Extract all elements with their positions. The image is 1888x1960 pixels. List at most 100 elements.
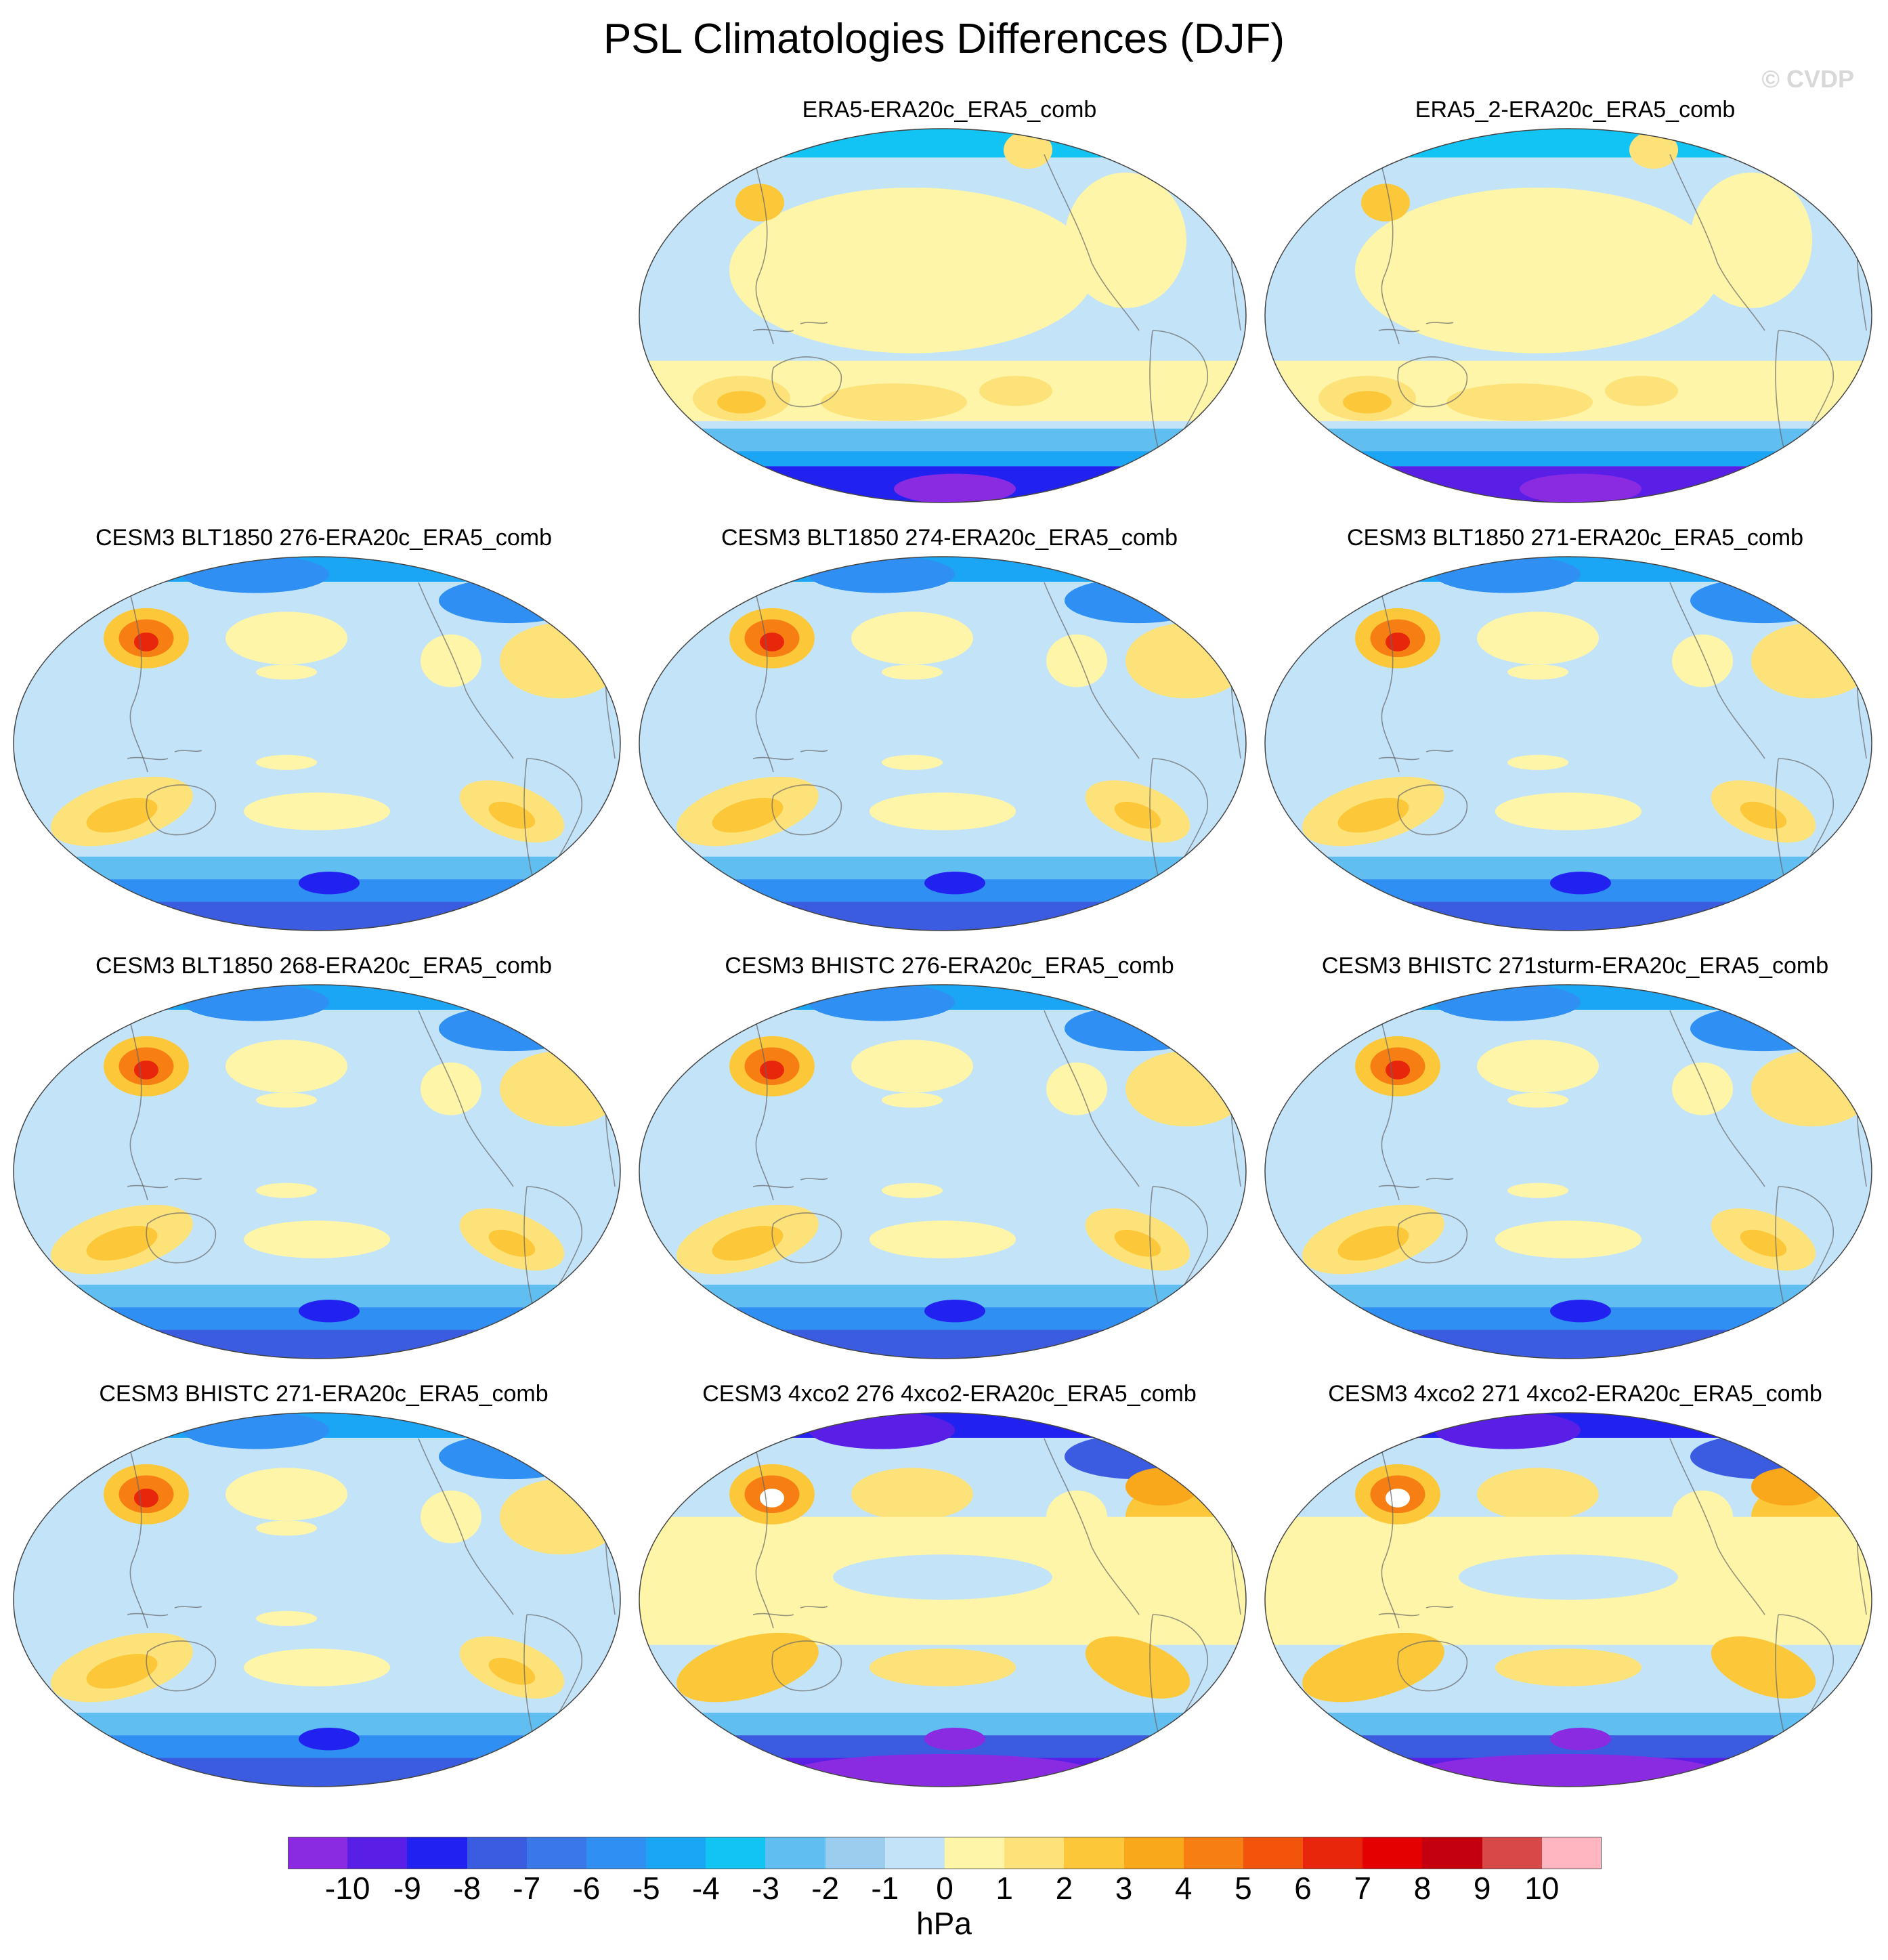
coastline	[1425, 322, 1454, 324]
panel-title: CESM3 4xco2 271 4xco2-ERA20c_ERA5_comb	[1328, 1381, 1822, 1407]
pressure-anomaly-blob	[134, 632, 158, 652]
coastline	[1381, 1451, 1400, 1629]
coastline	[1669, 1010, 1765, 1187]
map-border	[13, 984, 621, 1359]
pressure-anomaly-blob	[882, 754, 943, 770]
pressure-anomaly-blob	[1065, 172, 1186, 308]
coastline	[1669, 582, 1765, 759]
pressure-anomaly-blob	[1550, 1300, 1611, 1323]
colorbar-swatch	[1183, 1837, 1244, 1869]
pressure-anomaly-blob	[882, 1183, 943, 1198]
map-border	[13, 556, 621, 931]
map-plot	[13, 984, 621, 1359]
colorbar-tick-label: -2	[811, 1871, 840, 1906]
colorbar-swatch	[1422, 1837, 1483, 1869]
pressure-anomaly-blob	[1337, 1226, 1409, 1261]
panel-title: CESM3 BLT1850 271-ERA20c_ERA5_comb	[1346, 525, 1804, 551]
pressure-anomaly-blob	[1337, 1654, 1409, 1689]
pressure-anomaly-blob	[256, 1183, 317, 1198]
pressure-anomaly-blob	[1004, 131, 1052, 169]
colorbar-swatch	[288, 1837, 348, 1869]
pressure-anomaly-blob	[1507, 754, 1568, 770]
coastline	[800, 1606, 828, 1609]
coastline	[1044, 1010, 1140, 1187]
coastline	[1044, 1438, 1140, 1615]
coastline	[752, 328, 794, 333]
pressure-anomaly-blob	[1114, 801, 1161, 829]
pressure-anomaly-blob	[870, 1648, 1016, 1686]
coastline	[771, 1212, 842, 1264]
pressure-anomaly-blob	[1386, 1488, 1410, 1508]
pressure-anomaly-blob	[729, 187, 1095, 354]
coastline	[1378, 1185, 1420, 1189]
map-panel: CESM3 BHISTC 271sturm-ERA20c_ERA5_comb	[1264, 951, 1887, 1378]
map-panel: CESM3 BHISTC 271-ERA20c_ERA5_comb	[12, 1379, 635, 1806]
pressure-anomaly-blob	[421, 634, 481, 687]
pressure-anomaly-blob	[760, 1488, 784, 1508]
pressure-anomaly-blob	[851, 612, 973, 665]
pressure-anomaly-blob	[760, 1060, 784, 1080]
pressure-anomaly-blob	[1751, 1051, 1872, 1127]
coastline	[1397, 356, 1468, 408]
pressure-anomaly-band	[639, 451, 1246, 467]
colorbar-tick-label: -5	[632, 1871, 660, 1906]
pressure-anomaly-blob	[1740, 1229, 1787, 1257]
colorbar-tick-label: 1	[995, 1871, 1013, 1906]
pressure-anomaly-blob	[851, 1040, 973, 1093]
pressure-anomaly-blob	[1672, 634, 1733, 687]
pressure-anomaly-blob	[821, 383, 967, 421]
coastline	[752, 757, 794, 761]
coastline	[755, 1451, 774, 1629]
colorbar-swatch	[407, 1837, 468, 1869]
colorbar-tick-label: -1	[871, 1871, 899, 1906]
colorbar-swatch	[945, 1837, 1005, 1869]
panel-title: CESM3 BLT1850 268-ERA20c_ERA5_comb	[95, 953, 553, 979]
colorbar-swatch	[1004, 1837, 1065, 1869]
panel-title: ERA5_2-ERA20c_ERA5_comb	[1415, 97, 1736, 123]
pressure-anomaly-blob	[979, 375, 1052, 406]
coastline	[752, 1185, 794, 1189]
colorbar-swatch	[467, 1837, 528, 1869]
colorbar-tick-label: 8	[1413, 1871, 1432, 1906]
coastline	[174, 1606, 202, 1609]
colorbar-units: hPa	[916, 1906, 972, 1941]
pressure-anomaly-blob	[760, 632, 784, 652]
pressure-anomaly-blob	[256, 1092, 317, 1108]
panel-title: CESM3 BHISTC 271sturm-ERA20c_ERA5_comb	[1321, 953, 1829, 979]
coastline	[1425, 1606, 1454, 1609]
pressure-anomaly-blob	[1751, 623, 1872, 699]
pressure-anomaly-blob	[256, 1520, 317, 1536]
map-border	[1264, 1412, 1872, 1787]
map-panel: CESM3 BLT1850 268-ERA20c_ERA5_comb	[12, 951, 635, 1378]
pressure-anomaly-blob	[244, 792, 390, 830]
colorbar-tick-label: 9	[1473, 1871, 1491, 1906]
pressure-anomaly-blob	[183, 985, 329, 1021]
pressure-anomaly-blob	[1477, 612, 1599, 665]
coastline	[1397, 784, 1468, 836]
pressure-anomaly-blob	[1629, 131, 1678, 169]
coastline	[1381, 595, 1400, 773]
pressure-anomaly-blob	[1114, 1657, 1161, 1685]
pressure-anomaly-blob	[488, 1657, 536, 1685]
pressure-anomaly-blob	[1507, 1092, 1568, 1108]
pressure-anomaly-blob	[183, 557, 329, 593]
coastline	[418, 1010, 514, 1187]
pressure-anomaly-blob	[1550, 1728, 1611, 1751]
map-border	[1264, 984, 1872, 1359]
panel-title: ERA5-ERA20c_ERA5_comb	[802, 97, 1097, 123]
pressure-anomaly-blob	[1125, 1468, 1199, 1506]
panel-title: CESM3 BHISTC 271-ERA20c_ERA5_comb	[99, 1381, 549, 1407]
pressure-anomaly-band	[14, 901, 620, 931]
colorbar-tick-label: 10	[1524, 1871, 1560, 1906]
pressure-anomaly-blob	[1114, 1229, 1161, 1257]
coastline	[1378, 1613, 1420, 1617]
pressure-anomaly-blob	[870, 792, 1016, 830]
coastline	[418, 582, 514, 759]
coastline	[1669, 154, 1765, 331]
pressure-anomaly-blob	[1672, 1062, 1733, 1115]
colorbar-tick-label: -6	[572, 1871, 601, 1906]
colorbar-tick-label: 5	[1235, 1871, 1252, 1906]
pressure-anomaly-blob	[1740, 801, 1787, 829]
pressure-anomaly-band	[14, 1757, 620, 1787]
pressure-anomaly-blob	[1046, 1062, 1107, 1115]
